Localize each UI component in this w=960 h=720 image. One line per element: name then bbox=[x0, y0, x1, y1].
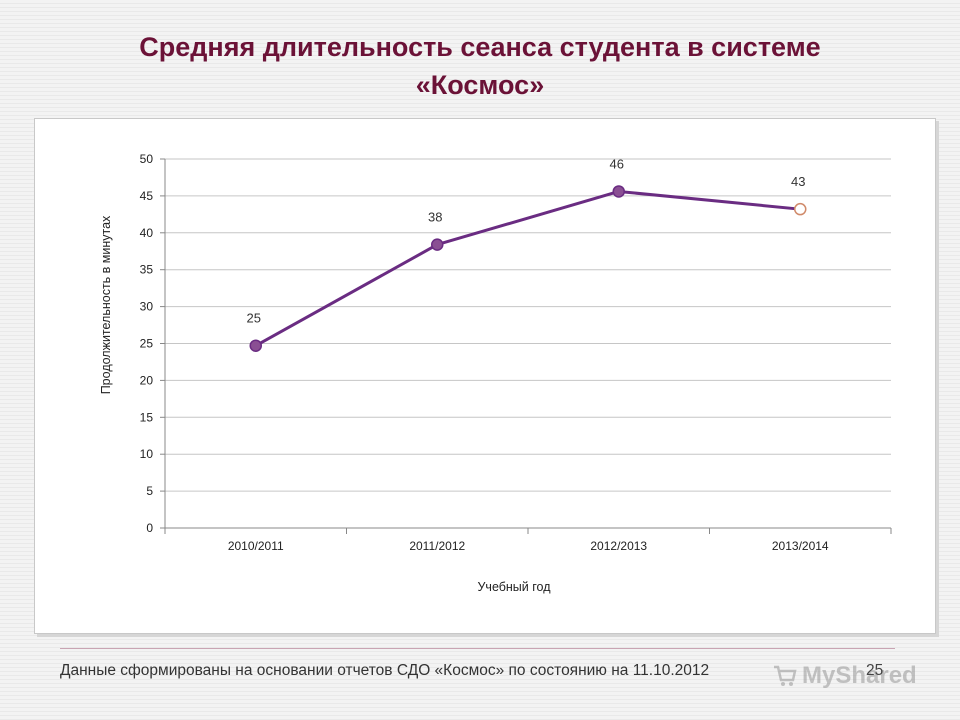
gridlines bbox=[165, 158, 891, 492]
cart-icon bbox=[774, 665, 797, 686]
data-markers bbox=[249, 185, 807, 352]
x-tick-label: 2011/2012 bbox=[409, 539, 465, 553]
chart-panel: 0 5 10 15 20 25 30 35 40 45 50 2010/2011 2011/2012 2… bbox=[34, 118, 936, 634]
data-point bbox=[612, 185, 625, 198]
footer-note: Данные сформированы на основании отчетов… bbox=[60, 662, 710, 679]
slide-title: Средняя длительность сеанса студента в с… bbox=[40, 28, 920, 104]
x-tick-label: 2013/2014 bbox=[772, 539, 829, 553]
y-tick-label: 25 bbox=[140, 337, 154, 351]
y-tick-label: 40 bbox=[140, 226, 154, 240]
y-tick-label: 15 bbox=[140, 410, 154, 424]
x-tick-label: 2010/2011 bbox=[228, 539, 284, 553]
y-tick-label: 45 bbox=[140, 189, 154, 203]
watermark-text: MyShared bbox=[802, 662, 917, 689]
footer-divider bbox=[60, 648, 895, 649]
y-axis-title: Продолжительность в минутах bbox=[99, 215, 113, 394]
x-tick-label: 2012/2013 bbox=[590, 539, 647, 553]
title-line-2: «Космос» bbox=[415, 70, 545, 100]
data-label: 38 bbox=[428, 210, 442, 225]
data-point bbox=[794, 202, 807, 216]
axes bbox=[160, 158, 892, 534]
title-line-1: Средняя длительность сеанса студента в с… bbox=[139, 32, 821, 62]
data-label: 25 bbox=[247, 311, 261, 326]
series-line bbox=[255, 189, 801, 348]
y-tick-label: 50 bbox=[140, 152, 154, 166]
y-tick-label: 20 bbox=[140, 373, 154, 387]
data-labels: 25 38 46 43 bbox=[247, 156, 806, 325]
y-tick-label: 5 bbox=[146, 484, 153, 498]
y-tick-label: 30 bbox=[140, 300, 154, 314]
x-tick-labels: 2010/2011 2011/2012 2012/2013 2013/2014 bbox=[228, 539, 829, 553]
y-tick-label: 10 bbox=[140, 447, 154, 461]
data-point bbox=[431, 238, 444, 251]
x-axis-title: Учебный год bbox=[477, 580, 551, 594]
data-point bbox=[249, 339, 262, 352]
watermark-logo: MyShared bbox=[772, 662, 917, 690]
y-tick-labels: 0 5 10 15 20 25 30 35 40 45 50 bbox=[140, 152, 154, 535]
series-line bbox=[255, 189, 801, 348]
y-tick-label: 35 bbox=[140, 263, 154, 277]
y-tick-label: 0 bbox=[146, 521, 153, 535]
data-label: 46 bbox=[610, 156, 624, 171]
data-label: 43 bbox=[791, 174, 805, 189]
slide-number: 25 bbox=[866, 662, 884, 679]
